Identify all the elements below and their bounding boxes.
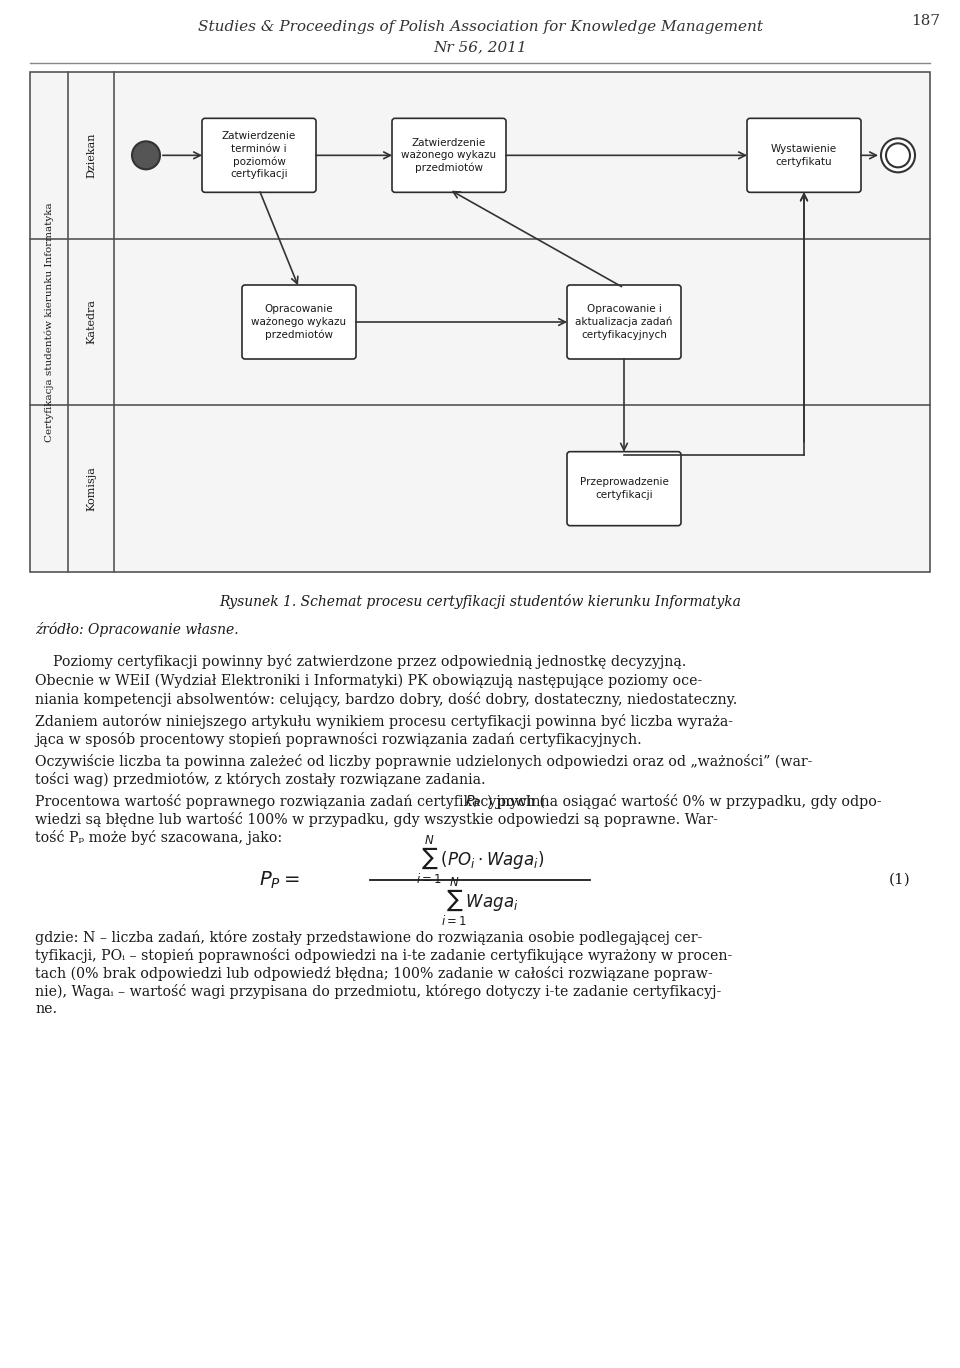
Text: Przeprowadzenie
certyfikacji: Przeprowadzenie certyfikacji [580,477,668,499]
Text: Wystawienie
certyfikatu: Wystawienie certyfikatu [771,144,837,167]
Text: tyfikacji, POᵢ – stopień poprawności odpowiedzi na i-te zadanie certyfikujące wy: tyfikacji, POᵢ – stopień poprawności odp… [35,948,732,963]
Text: tość Pₚ może być szacowana, jako:: tość Pₚ może być szacowana, jako: [35,830,282,845]
Text: Obecnie w WEiI (Wydział Elektroniki i Informatyki) PK obowiązują następujące poz: Obecnie w WEiI (Wydział Elektroniki i In… [35,674,703,688]
Text: (1): (1) [889,873,911,886]
Text: Komisja: Komisja [86,466,96,512]
Circle shape [132,141,160,170]
FancyBboxPatch shape [567,285,681,358]
Text: Dziekan: Dziekan [86,133,96,178]
Text: $P_P$: $P_P$ [465,793,482,810]
Text: Certyfikacja studentów kierunku Informatyka: Certyfikacja studentów kierunku Informat… [44,202,54,442]
Text: 187: 187 [911,14,940,27]
Text: Nr 56, 2011: Nr 56, 2011 [433,40,527,53]
Text: wiedzi są błędne lub wartość 100% w przypadku, gdy wszystkie odpowiedzi są popra: wiedzi są błędne lub wartość 100% w przy… [35,813,718,828]
Text: źródło: Opracowanie własne.: źródło: Opracowanie własne. [35,622,239,637]
FancyBboxPatch shape [242,285,356,358]
FancyBboxPatch shape [392,119,506,193]
Text: $P_P =$: $P_P =$ [259,869,300,891]
Text: Studies & Proceedings of Polish Association for Knowledge Management: Studies & Proceedings of Polish Associat… [198,21,762,34]
Text: ) powinna osiągać wartość 0% w przypadku, gdy odpo-: ) powinna osiągać wartość 0% w przypadku… [487,793,881,808]
Text: tości wag) przedmiotów, z których zostały rozwiązane zadania.: tości wag) przedmiotów, z których został… [35,772,486,787]
Text: Zdaniem autorów niniejszego artykułu wynikiem procesu certyfikacji powinna być l: Zdaniem autorów niniejszego artykułu wyn… [35,714,733,729]
Text: Rysunek 1. Schemat procesu certyfikacji studentów kierunku Informatyka: Rysunek 1. Schemat procesu certyfikacji … [219,594,741,609]
Text: Poziomy certyfikacji powinny być zatwierdzone przez odpowiednią jednostkę decyzy: Poziomy certyfikacji powinny być zatwier… [35,654,686,669]
Text: $\sum_{i=1}^{N} Waga_i$: $\sum_{i=1}^{N} Waga_i$ [442,876,518,928]
Text: niania kompetencji absolwentów: celujący, bardzo dobry, dość dobry, dostateczny,: niania kompetencji absolwentów: celujący… [35,692,737,707]
Circle shape [881,138,915,172]
Text: nie), Wagaᵢ – wartość wagi przypisana do przedmiotu, którego dotyczy i-te zadani: nie), Wagaᵢ – wartość wagi przypisana do… [35,984,721,999]
Circle shape [886,144,910,167]
Text: tach (0% brak odpowiedzi lub odpowiedź błędna; 100% zadanie w całości rozwiązane: tach (0% brak odpowiedzi lub odpowiedź b… [35,966,712,981]
Text: $\sum_{i=1}^{N}(PO_i \cdot Waga_i)$: $\sum_{i=1}^{N}(PO_i \cdot Waga_i)$ [416,834,544,886]
Text: Opracowanie
ważonego wykazu
przedmiotów: Opracowanie ważonego wykazu przedmiotów [252,304,347,339]
Bar [30,73,930,572]
Text: Oczywiście liczba ta powinna zależeć od liczby poprawnie udzielonych odpowiedzi : Oczywiście liczba ta powinna zależeć od … [35,754,812,769]
Text: Opracowanie i
aktualizacja zadań
certyfikacyjnych: Opracowanie i aktualizacja zadań certyfi… [575,304,673,339]
Text: ne.: ne. [35,1001,58,1016]
Text: gdzie: N – liczba zadań, które zostały przedstawione do rozwiązania osobie podle: gdzie: N – liczba zadań, które zostały p… [35,930,703,945]
Text: jąca w sposób procentowy stopień poprawności rozwiązania zadań certyfikacyjnych.: jąca w sposób procentowy stopień poprawn… [35,732,641,747]
FancyBboxPatch shape [202,119,316,193]
Text: Katedra: Katedra [86,300,96,345]
Text: Procentowa wartość poprawnego rozwiązania zadań certyfikacyjnych (: Procentowa wartość poprawnego rozwiązani… [35,793,545,808]
Text: Zatwierdzenie
ważonego wykazu
przedmiotów: Zatwierdzenie ważonego wykazu przedmiotó… [401,138,496,174]
FancyBboxPatch shape [747,119,861,193]
Text: Zatwierdzenie
terminów i
poziomów
certyfikacji: Zatwierdzenie terminów i poziomów certyf… [222,131,296,179]
FancyBboxPatch shape [567,451,681,525]
